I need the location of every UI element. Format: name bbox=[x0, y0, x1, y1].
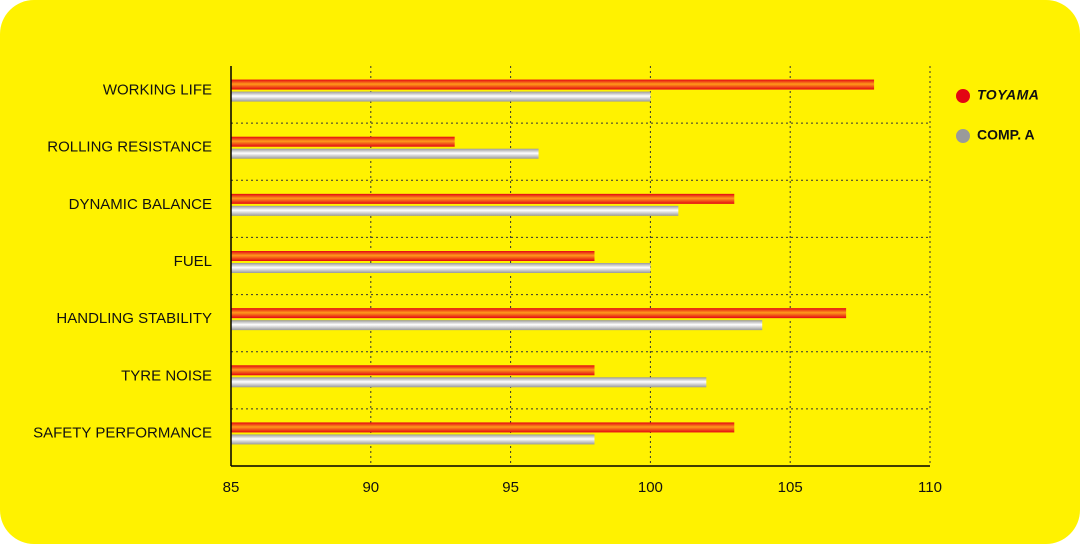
x-tick-label: 90 bbox=[362, 479, 379, 496]
y-tick-label: ROLLING RESISTANCE bbox=[47, 139, 212, 156]
legend-marker bbox=[956, 129, 970, 143]
x-tick-label: 100 bbox=[638, 479, 663, 496]
bar bbox=[231, 263, 651, 273]
bar bbox=[231, 136, 455, 147]
x-tick-label: 95 bbox=[502, 479, 519, 496]
bar bbox=[231, 91, 651, 102]
bar bbox=[231, 365, 595, 376]
bar bbox=[231, 422, 735, 433]
x-tick-label: 105 bbox=[778, 479, 803, 496]
bar bbox=[231, 308, 847, 319]
bar bbox=[231, 193, 735, 204]
bar bbox=[231, 79, 875, 90]
legend-label: TOYAMA bbox=[977, 87, 1039, 103]
x-tick-label: 110 bbox=[918, 479, 942, 496]
bar bbox=[231, 205, 679, 216]
y-tick-label: FUEL bbox=[174, 253, 212, 270]
x-tick-label: 85 bbox=[223, 479, 240, 496]
y-tick-label: TYRE NOISE bbox=[121, 367, 212, 384]
legend-label: COMP. A bbox=[977, 127, 1035, 143]
y-tick-label: HANDLING STABILITY bbox=[56, 310, 212, 327]
bar bbox=[231, 148, 539, 159]
y-tick-label: DYNAMIC BALANCE bbox=[69, 196, 212, 213]
y-tick-label: SAFETY PERFORMANCE bbox=[33, 424, 212, 441]
bar bbox=[231, 377, 707, 388]
bar bbox=[231, 434, 595, 445]
bar bbox=[231, 251, 595, 261]
legend-marker bbox=[956, 89, 970, 103]
y-tick-label: WORKING LIFE bbox=[103, 82, 212, 99]
bar bbox=[231, 320, 763, 331]
